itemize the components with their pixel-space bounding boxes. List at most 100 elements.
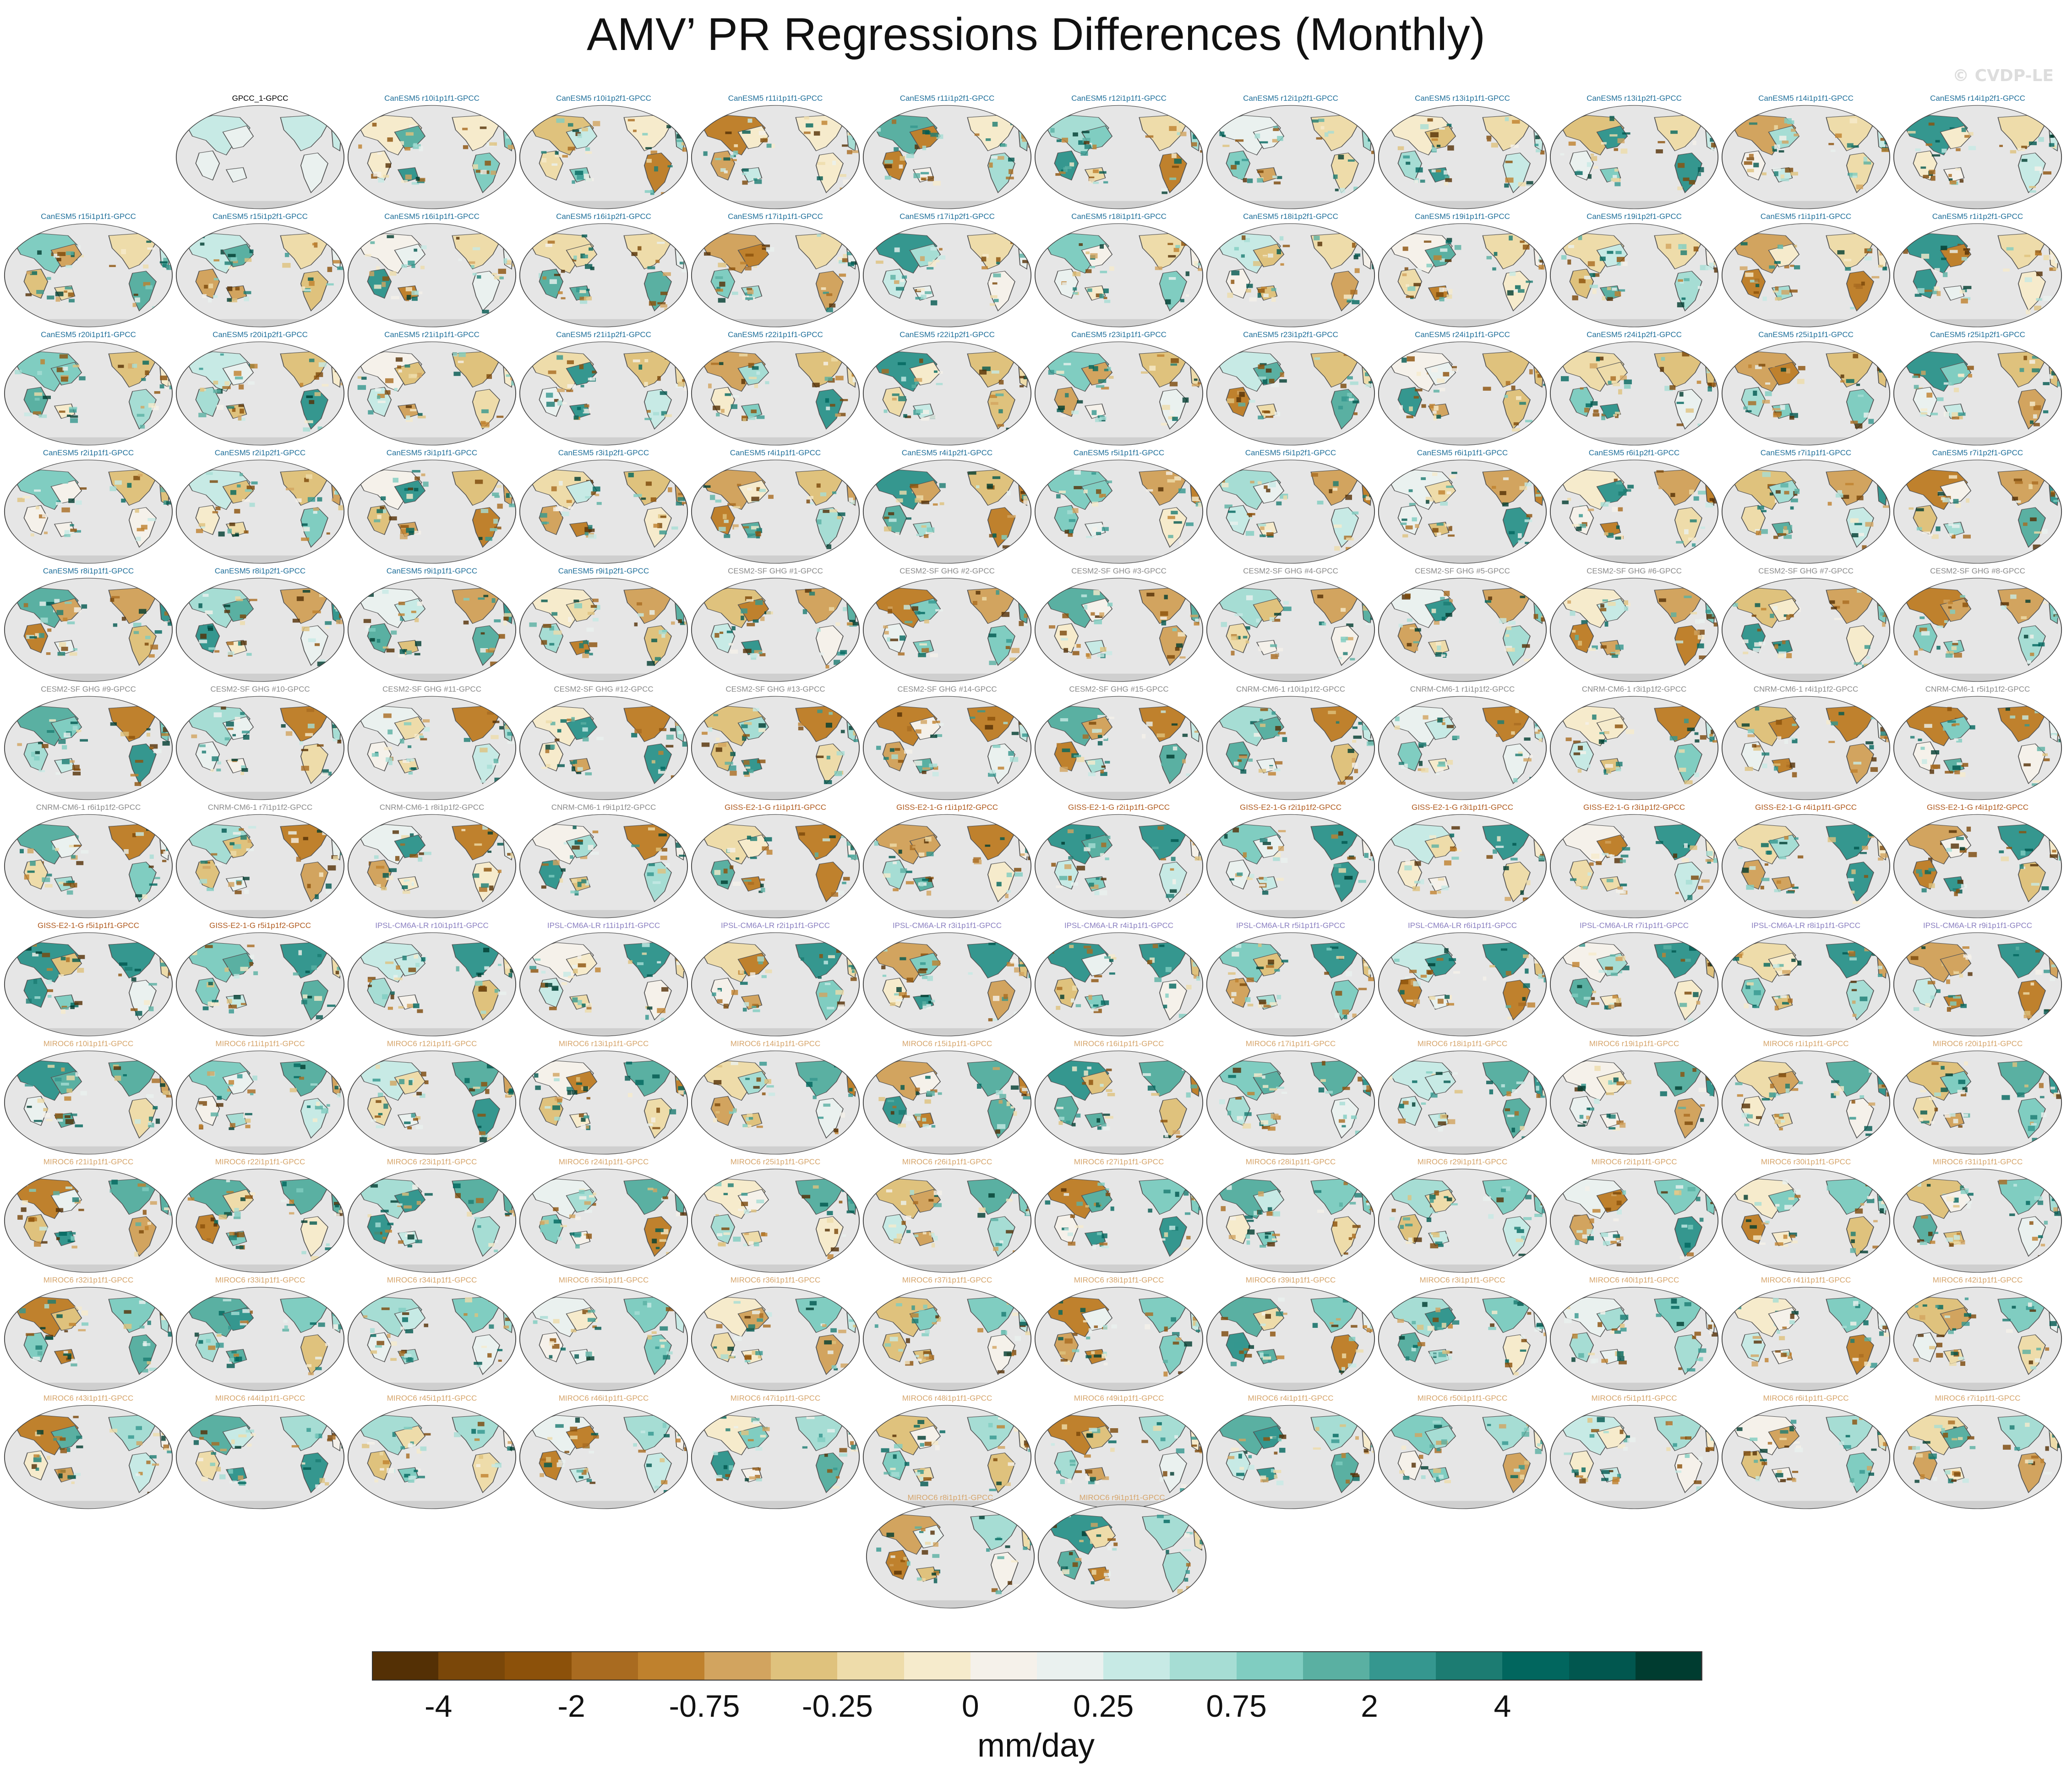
anomaly-patch xyxy=(1231,650,1235,655)
anomaly-patch xyxy=(555,153,563,158)
globe-map xyxy=(347,578,517,682)
anomaly-patch xyxy=(1614,169,1619,172)
anomaly-patch xyxy=(1084,144,1091,149)
panel-label: CanESM5 r18i1p1f1-GPCC xyxy=(1071,212,1167,221)
anomaly-patch xyxy=(1099,171,1107,174)
anomaly-patch xyxy=(1954,891,1958,896)
anomaly-patch xyxy=(1192,717,1196,720)
anomaly-patch xyxy=(401,180,408,183)
anomaly-patch xyxy=(29,943,37,947)
anomaly-patch xyxy=(1365,485,1370,489)
anomaly-patch xyxy=(227,529,232,534)
anomaly-patch xyxy=(482,310,489,314)
anomaly-patch xyxy=(884,164,892,169)
anomaly-patch xyxy=(339,483,344,488)
anomaly-patch xyxy=(997,156,1004,160)
greenland xyxy=(314,107,332,118)
anomaly-patch xyxy=(1445,259,1452,262)
anomaly-patch xyxy=(496,415,504,418)
anomaly-patch xyxy=(1709,737,1715,742)
anomaly-patch xyxy=(588,525,593,529)
anomaly-patch xyxy=(900,156,905,161)
panel-label: CanESM5 r6i1p1f1-GPCC xyxy=(1417,448,1508,457)
anomaly-patch xyxy=(46,968,53,971)
anomaly-patch xyxy=(730,649,738,654)
anomaly-patch xyxy=(1440,248,1448,252)
anomaly-patch xyxy=(645,481,652,486)
anomaly-patch xyxy=(400,534,408,540)
anomaly-patch xyxy=(507,741,516,744)
anomaly-patch xyxy=(414,248,418,252)
anomaly-patch xyxy=(1405,860,1410,865)
greenland xyxy=(1173,461,1190,472)
anomaly-patch xyxy=(1352,726,1358,729)
map-panel: IPSL-CM6A-LR r11i1p1f1-GPCC xyxy=(519,921,688,1037)
anomaly-patch xyxy=(1008,158,1014,162)
anomaly-patch xyxy=(249,599,257,601)
anomaly-patch xyxy=(1352,400,1359,404)
anomaly-patch xyxy=(1350,381,1358,385)
anomaly-patch xyxy=(1617,886,1623,890)
anomaly-patch xyxy=(668,487,672,492)
anomaly-patch xyxy=(2015,481,2023,484)
anomaly-patch xyxy=(584,264,593,269)
anomaly-patch xyxy=(1743,639,1749,644)
anomaly-patch xyxy=(733,150,738,155)
anomaly-patch xyxy=(238,417,245,421)
anomaly-patch xyxy=(1194,856,1202,861)
anomaly-patch xyxy=(1708,246,1713,251)
anomaly-patch xyxy=(55,848,59,851)
anomaly-patch xyxy=(1057,987,1063,990)
anomaly-patch xyxy=(282,263,291,268)
anomaly-patch xyxy=(701,240,706,244)
anomaly-patch xyxy=(876,260,883,264)
anomaly-patch xyxy=(1534,728,1538,732)
anomaly-patch xyxy=(281,724,286,728)
anomaly-patch xyxy=(339,245,344,249)
anomaly-patch xyxy=(669,235,675,240)
anomaly-patch xyxy=(799,832,805,836)
globe-outline xyxy=(4,932,173,1037)
antarctica xyxy=(176,791,344,800)
anomaly-patch xyxy=(825,722,832,728)
anomaly-patch xyxy=(1922,759,1927,764)
globe-map xyxy=(862,814,1032,918)
map-panel: GISS-E2-1-G r1i1p1f1-GPCC xyxy=(691,803,860,918)
anomaly-patch xyxy=(746,599,754,602)
anomaly-patch xyxy=(1162,404,1170,410)
anomaly-patch xyxy=(1227,292,1233,298)
anomaly-patch xyxy=(1934,268,1940,272)
anomaly-patch xyxy=(1941,148,1947,153)
land-region xyxy=(1674,625,1702,666)
anomaly-patch xyxy=(35,633,40,638)
anomaly-patch xyxy=(227,286,233,291)
anomaly-patch xyxy=(1526,880,1531,885)
map-panel: CanESM5 r19i1p1f1-GPCC xyxy=(1378,212,1547,328)
panel-label: CESM2-SF GHG #4-GPCC xyxy=(1243,567,1338,575)
anomaly-patch xyxy=(511,954,515,957)
anomaly-patch xyxy=(141,524,147,529)
land-region xyxy=(2017,862,2046,902)
anomaly-patch xyxy=(1831,149,1836,152)
anomaly-patch xyxy=(1448,534,1455,537)
map-panel: CanESM5 r19i1p2f1-GPCC xyxy=(1549,212,1719,328)
anomaly-patch xyxy=(494,275,502,279)
anomaly-patch xyxy=(1343,295,1352,299)
anomaly-patch xyxy=(1102,735,1107,740)
land-region xyxy=(1330,271,1359,311)
anomaly-patch xyxy=(1231,270,1240,276)
anomaly-patch xyxy=(1340,188,1345,193)
anomaly-patch xyxy=(1540,854,1547,857)
anomaly-patch xyxy=(939,502,944,505)
globe-map xyxy=(1034,932,1204,1037)
map-panel: CanESM5 r13i1p1f1-GPCC xyxy=(1378,94,1547,209)
anomaly-patch xyxy=(1733,603,1738,607)
land-region xyxy=(1596,480,1628,504)
antarctica xyxy=(1206,673,1375,682)
panel-label: CanESM5 r14i1p2f1-GPCC xyxy=(1930,94,2025,103)
anomaly-patch xyxy=(1613,414,1617,416)
anomaly-patch xyxy=(296,596,304,601)
anomaly-patch xyxy=(713,714,718,716)
anomaly-patch xyxy=(1846,379,1854,383)
map-panel: CanESM5 r16i1p2f1-GPCC xyxy=(519,212,688,328)
